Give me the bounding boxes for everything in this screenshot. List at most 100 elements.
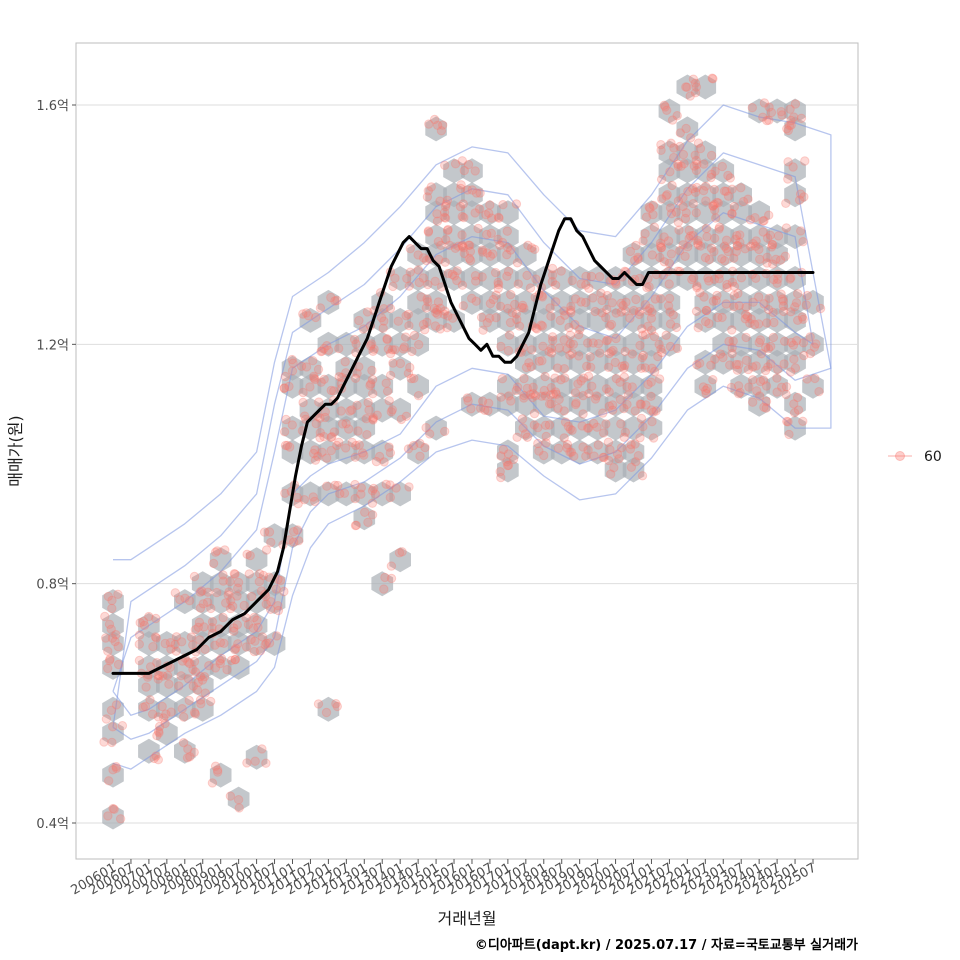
data-point	[633, 252, 643, 262]
data-point	[783, 417, 793, 427]
y-axis-ticks: 0.4억 0.8억 1.2억 1.6억	[36, 99, 76, 832]
data-point	[648, 407, 659, 417]
data-point	[565, 330, 575, 340]
data-point	[798, 416, 808, 426]
data-point	[559, 364, 569, 374]
data-point	[691, 306, 702, 316]
data-point	[630, 406, 640, 416]
x-axis-title: 거래년월	[438, 909, 497, 928]
hexbin	[748, 391, 770, 417]
data-point	[108, 722, 118, 732]
data-point	[559, 433, 569, 443]
data-point	[663, 301, 674, 311]
data-point	[459, 212, 469, 223]
data-point	[732, 365, 743, 375]
data-point	[448, 313, 458, 323]
data-point	[525, 389, 536, 400]
data-point	[322, 453, 332, 463]
data-point	[695, 288, 705, 298]
hexbin	[640, 391, 663, 417]
data-point	[522, 432, 533, 442]
data-point	[497, 374, 508, 384]
data-point	[531, 323, 541, 333]
data-point	[351, 339, 361, 349]
hexbin	[730, 349, 752, 375]
data-point	[154, 670, 165, 681]
data-point	[570, 319, 580, 330]
data-point	[134, 630, 145, 640]
hexbin	[102, 762, 124, 788]
data-point	[638, 330, 648, 340]
data-point	[215, 658, 226, 669]
data-point	[650, 294, 660, 304]
data-point	[401, 411, 411, 421]
data-point	[245, 550, 255, 561]
data-point	[495, 467, 505, 477]
data-point	[432, 209, 442, 219]
data-point	[721, 243, 731, 254]
data-point	[530, 391, 541, 401]
hexbin	[299, 481, 322, 507]
data-point	[349, 334, 360, 345]
data-point	[401, 311, 411, 321]
data-point	[708, 296, 719, 306]
hexbin	[209, 654, 232, 680]
data-point	[533, 423, 543, 433]
hexbin	[335, 481, 358, 507]
data-point	[158, 713, 169, 723]
data-point	[494, 213, 504, 223]
data-point	[177, 704, 187, 714]
data-point	[681, 123, 691, 134]
data-point	[161, 709, 171, 719]
data-point	[250, 636, 260, 646]
data-point	[625, 313, 635, 323]
data-point	[759, 299, 769, 309]
data-point	[153, 670, 163, 681]
hexbin	[550, 415, 573, 441]
hexbin	[515, 373, 537, 399]
data-point	[608, 345, 618, 356]
data-point	[704, 318, 714, 329]
data-point	[376, 313, 387, 323]
data-point	[117, 721, 128, 731]
data-point	[471, 276, 481, 286]
data-point	[257, 744, 267, 754]
data-point	[405, 267, 415, 277]
data-point	[701, 305, 712, 316]
data-point	[333, 480, 343, 491]
data-point	[547, 276, 557, 287]
data-point	[279, 383, 289, 393]
data-point	[556, 375, 566, 385]
hexbin	[586, 349, 609, 375]
data-point	[536, 320, 546, 330]
data-point	[767, 242, 777, 252]
data-point	[743, 194, 753, 204]
data-point	[723, 246, 733, 257]
hexbin	[658, 182, 681, 208]
hexbin	[694, 182, 717, 208]
data-point	[464, 253, 475, 264]
data-point	[602, 304, 612, 315]
data-point	[640, 363, 650, 373]
data-point	[101, 633, 111, 643]
data-point	[760, 365, 771, 376]
data-point	[722, 279, 732, 290]
data-point	[246, 591, 257, 602]
data-point	[367, 510, 378, 520]
data-point	[692, 238, 703, 248]
data-point	[289, 527, 299, 537]
data-point	[421, 255, 432, 266]
hexbin	[174, 738, 196, 764]
data-point	[422, 192, 433, 202]
data-point	[786, 367, 796, 377]
data-point	[184, 596, 195, 606]
data-point	[789, 399, 799, 409]
data-point	[103, 663, 113, 674]
data-point	[255, 569, 265, 579]
data-point	[404, 321, 414, 331]
hexbin	[730, 331, 752, 357]
data-point	[425, 429, 435, 439]
hexbin	[568, 415, 591, 441]
data-point	[111, 700, 122, 710]
data-point	[675, 128, 685, 138]
